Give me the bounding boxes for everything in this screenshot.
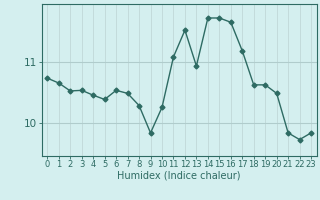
X-axis label: Humidex (Indice chaleur): Humidex (Indice chaleur) [117, 171, 241, 181]
